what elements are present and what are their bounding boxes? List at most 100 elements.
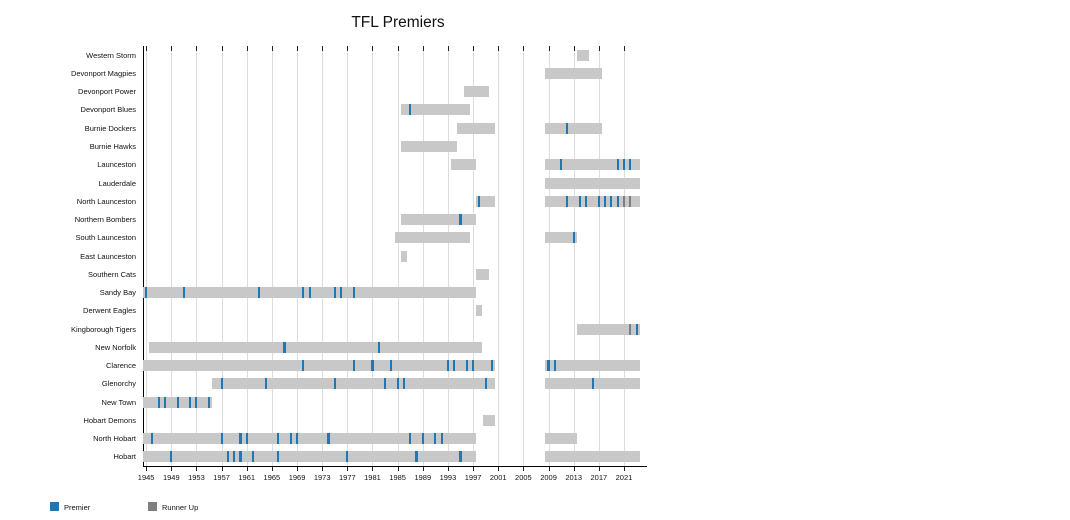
x-axis-tick-top (196, 46, 198, 51)
premier-tick (333, 287, 336, 298)
team-span-bar (576, 323, 640, 335)
premier-tick (176, 396, 179, 408)
gridline (246, 46, 248, 466)
row-label: Hobart (113, 452, 136, 462)
premier-tick (566, 122, 569, 134)
team-span-bar (545, 195, 640, 207)
premier-tick (189, 396, 192, 408)
premier-tick (295, 433, 299, 445)
premier-tick (459, 451, 462, 463)
x-axis-tick-top (598, 46, 600, 51)
x-axis-label: 1965 (263, 473, 281, 482)
premier-tick (245, 433, 248, 445)
premier-tick (352, 360, 355, 372)
premier-tick (409, 104, 412, 116)
team-span-bar (400, 140, 458, 152)
x-axis-tick (573, 466, 575, 471)
x-axis-tick-top (447, 46, 449, 51)
team-span-bar (400, 214, 477, 225)
premier-tick (233, 451, 236, 463)
row-label: Hobart Demons (83, 415, 136, 425)
premier-tick (591, 378, 594, 390)
premier-tick (220, 378, 223, 390)
premier-tick (207, 396, 211, 408)
premier-tick (220, 433, 223, 445)
runner-up-tick (629, 323, 632, 335)
premier-tick (490, 360, 494, 372)
premier-tick (384, 378, 387, 390)
team-span-bar (476, 195, 496, 207)
x-axis-label: 1993 (439, 473, 457, 482)
premier-tick (277, 433, 280, 445)
premier-tick (440, 433, 443, 445)
premier-tick (585, 195, 588, 207)
x-axis-tick (548, 466, 550, 471)
gridline (598, 46, 600, 466)
x-axis-tick-top (322, 46, 324, 51)
premier-legend-label: Premier (64, 503, 91, 512)
x-axis-tick-top (246, 46, 248, 51)
row-label: South Launceston (75, 233, 136, 243)
gridline (623, 46, 625, 466)
premier-tick (622, 159, 626, 171)
x-axis-tick (271, 466, 273, 471)
premier-tick (239, 451, 242, 463)
premier-tick (478, 195, 481, 207)
row-label: Burnie Dockers (84, 123, 136, 133)
x-axis-tick (623, 466, 625, 471)
team-span-bar (545, 451, 640, 463)
gridline (573, 46, 575, 466)
row-label: Clarence (105, 361, 136, 371)
team-span-bar (545, 67, 602, 79)
row-label: Devonport Magpies (70, 68, 136, 78)
team-span-bar (143, 433, 477, 445)
x-axis-tick-top (623, 46, 625, 51)
team-span-bar (451, 159, 477, 171)
premier-tick (459, 214, 462, 225)
row-label: Derwent Eagles (83, 306, 136, 316)
gridline (447, 46, 449, 466)
x-axis-tick-top (171, 46, 173, 51)
premier-tick (340, 287, 343, 298)
x-axis-tick-top (397, 46, 399, 51)
x-axis-label: 1949 (162, 473, 180, 482)
row-label: Sandy Bay (99, 288, 136, 297)
gridline (523, 46, 525, 466)
x-axis-tick-top (297, 46, 299, 51)
x-axis-label: 2001 (489, 473, 507, 482)
team-span-bar (457, 122, 496, 134)
premier-tick (616, 195, 619, 207)
x-axis-label: 1957 (213, 473, 230, 482)
premier-tick (572, 232, 575, 244)
team-span-bar (143, 360, 496, 372)
premier-tick (547, 360, 550, 372)
premier-tick (578, 195, 582, 207)
x-axis-tick-top (473, 46, 475, 51)
team-span-bar (545, 232, 577, 244)
premier-tick (616, 159, 619, 171)
premier-tick (163, 396, 167, 408)
x-axis-label: 1961 (238, 473, 256, 482)
row-label: North Launceston (76, 196, 136, 206)
premier-tick (409, 433, 412, 445)
x-axis-label: 1997 (464, 473, 482, 482)
premier-tick (182, 287, 185, 298)
x-axis-label: 1953 (188, 473, 205, 482)
x-axis-tick-top (523, 46, 525, 51)
premier-tick (484, 378, 487, 390)
premier-tick (553, 360, 556, 372)
premier-tick (302, 287, 305, 298)
premier-tick (629, 159, 632, 171)
gridline (221, 46, 223, 466)
team-span-bar (576, 49, 590, 61)
premier-legend-swatch (50, 502, 59, 511)
x-axis-tick (347, 466, 349, 471)
x-axis-tick-top (422, 46, 424, 51)
row-label: Kingborough Tigers (70, 324, 136, 334)
x-axis-tick-top (347, 46, 349, 51)
row-label: Glenorchy (101, 379, 136, 389)
team-span-bar (394, 232, 470, 244)
x-axis-label: 1989 (414, 473, 432, 482)
x-axis-tick-top (146, 46, 148, 51)
premier-tick (371, 360, 374, 372)
